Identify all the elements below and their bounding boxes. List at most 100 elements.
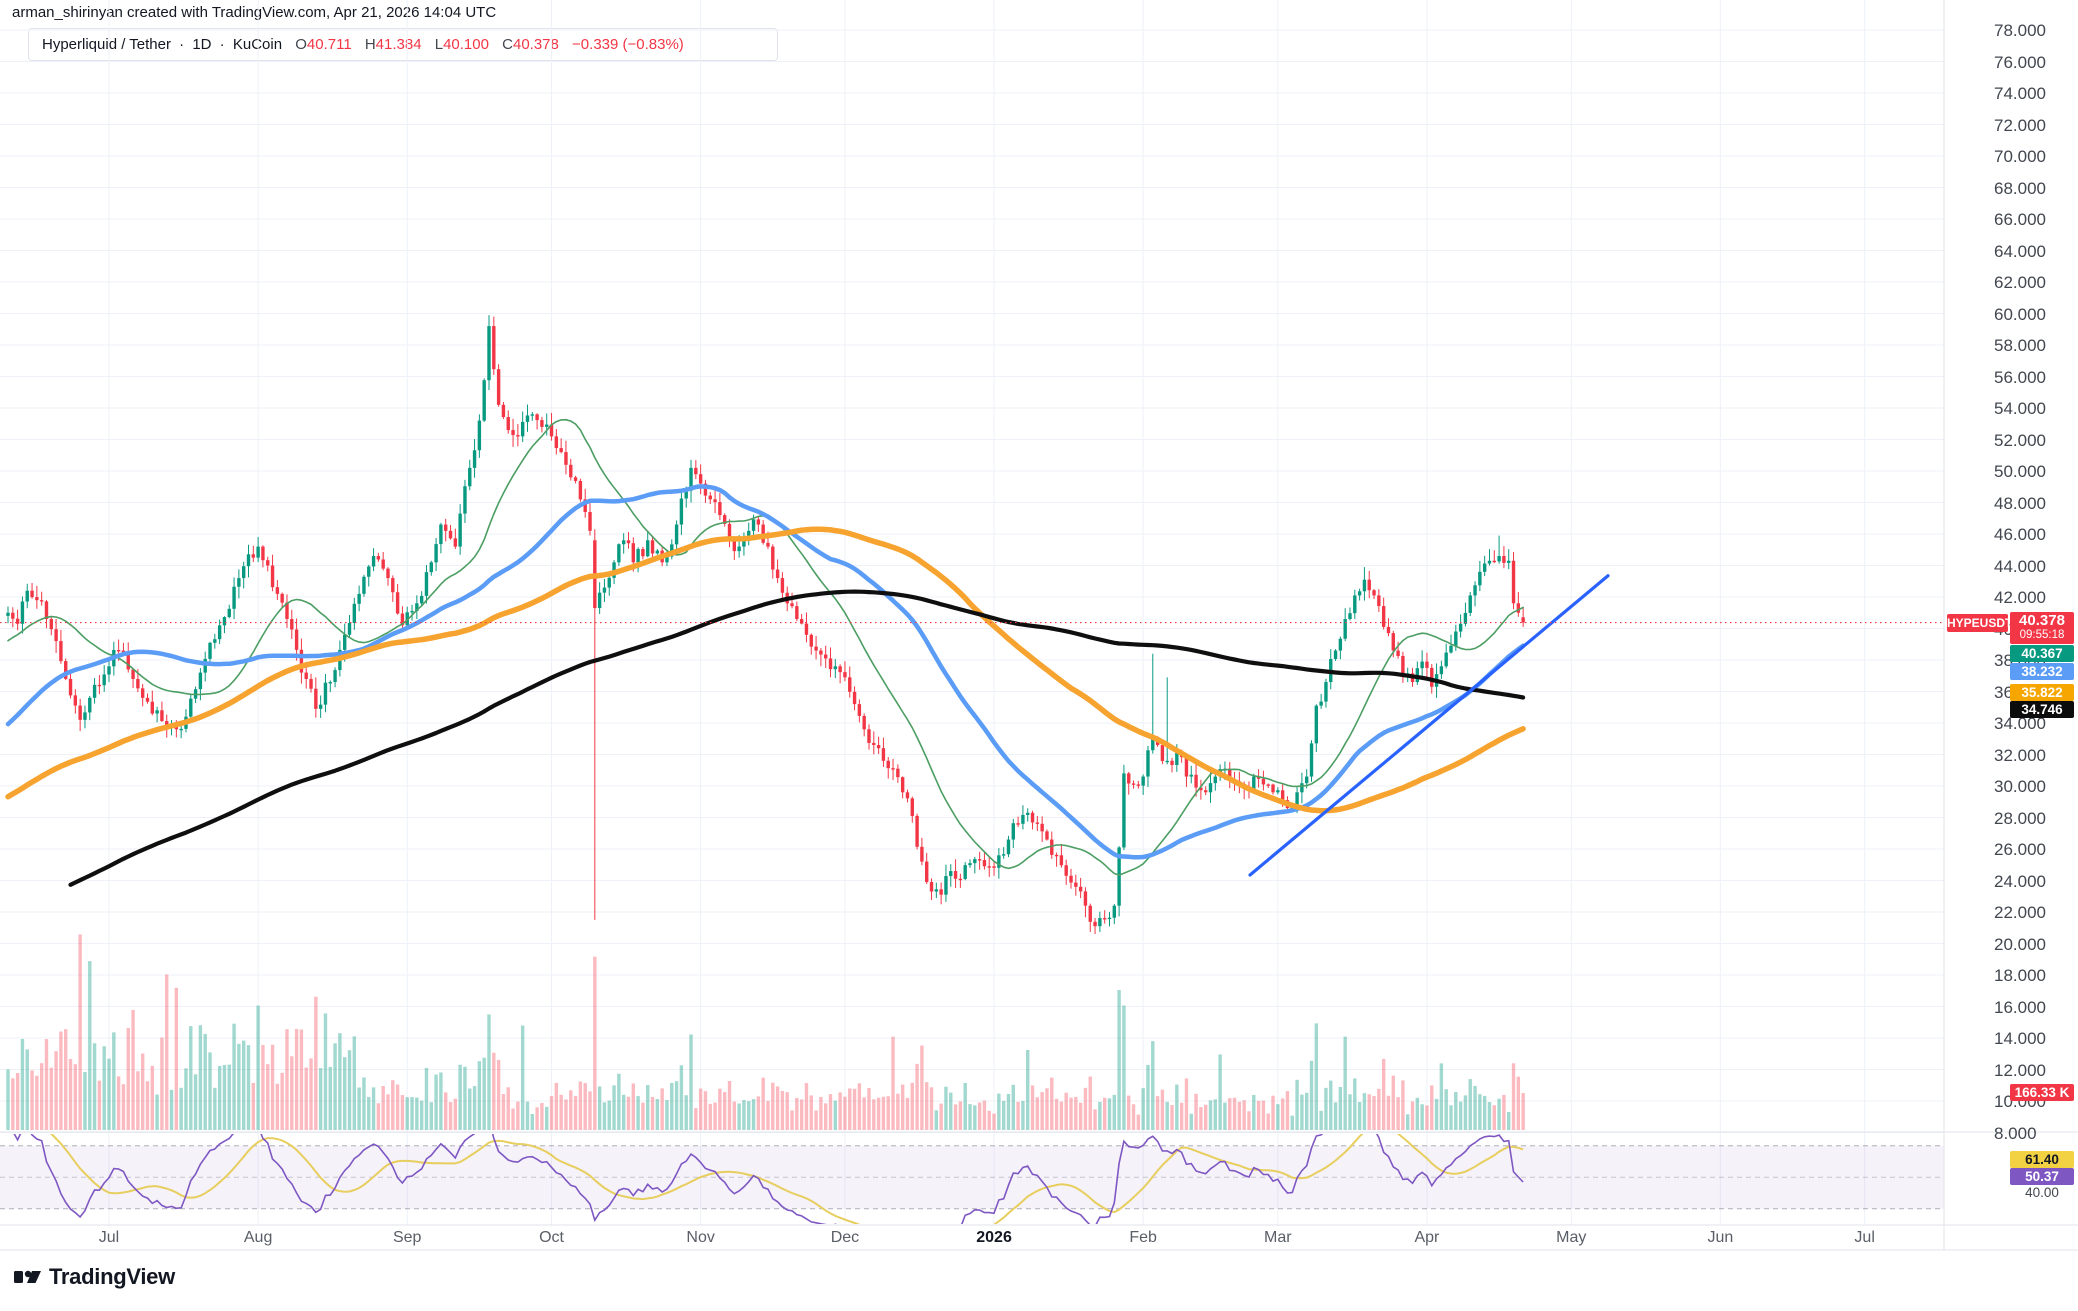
candle-body	[1228, 768, 1232, 781]
volume-bar	[1507, 1112, 1511, 1130]
candle-body	[25, 590, 29, 602]
ma-line-sma200	[68, 589, 1526, 887]
candle-body	[1160, 745, 1165, 762]
candle-body	[1170, 760, 1174, 765]
volume-bar	[674, 1081, 679, 1130]
volume-bar	[1319, 1110, 1323, 1130]
candle-body	[1001, 854, 1006, 856]
volume-bar	[246, 1045, 251, 1130]
volume-bar	[992, 1113, 996, 1130]
volume-bar	[862, 1097, 866, 1130]
volume-bar	[718, 1088, 722, 1130]
volume-bar	[237, 1043, 241, 1130]
volume-bar	[1127, 1095, 1131, 1130]
tradingview-logo[interactable]: TradingView	[14, 1264, 175, 1290]
volume-bar	[1001, 1100, 1006, 1130]
price-tick-label: 12.000	[1994, 1060, 2046, 1080]
candle-body	[97, 684, 102, 687]
last-price-value: 40.378	[2019, 612, 2065, 629]
candle-body	[833, 666, 838, 670]
volume-bar	[1516, 1076, 1521, 1130]
candle-body	[780, 578, 785, 593]
candle-body	[1430, 667, 1434, 687]
volume-bar	[968, 1104, 972, 1130]
candle-body	[867, 729, 871, 743]
volume-bar	[1237, 1101, 1242, 1130]
candle-body	[15, 618, 20, 624]
volume-bar	[949, 1092, 953, 1130]
candle-body	[1069, 875, 1073, 883]
trend-line[interactable]	[1248, 574, 1610, 877]
volume-bar	[102, 1046, 106, 1130]
volume-bar	[165, 974, 169, 1130]
volume-bar	[1170, 1104, 1174, 1130]
volume-bar	[929, 1087, 934, 1130]
volume-bar	[328, 1066, 332, 1130]
candle-body	[419, 595, 424, 604]
volume-bar	[891, 1036, 895, 1130]
candle-body	[424, 572, 429, 596]
candle-body	[477, 420, 482, 451]
candle-body	[655, 550, 660, 554]
volume-bar	[121, 1084, 126, 1130]
candle-body	[1021, 814, 1025, 824]
candle-body	[732, 540, 737, 552]
volume-bar	[1266, 1113, 1270, 1130]
volume-bar	[1035, 1097, 1040, 1130]
volume-bar	[1151, 1041, 1155, 1130]
candle-body	[1203, 790, 1208, 793]
candle-body	[439, 524, 443, 545]
volume-bar	[1078, 1102, 1083, 1130]
price-tick-label: 68.000	[1994, 178, 2046, 198]
rsi-value-label: 50.37	[2010, 1168, 2074, 1185]
credit-line: arman_shirinyan created with TradingView…	[12, 4, 497, 21]
symbol-name[interactable]: Hyperliquid / Tether	[42, 36, 171, 53]
volume-bar	[977, 1102, 982, 1130]
volume-bar	[713, 1102, 717, 1130]
volume-bar	[597, 1086, 602, 1130]
candle-body	[323, 682, 328, 705]
borders	[0, 0, 2078, 1251]
candle-body	[621, 540, 626, 545]
price-tick-label: 26.000	[1994, 840, 2046, 859]
volume-bar	[1107, 1098, 1112, 1130]
candle-body	[126, 654, 130, 670]
candle-body	[1367, 579, 1371, 591]
volume-bar	[953, 1104, 958, 1130]
volume-bar	[1261, 1100, 1266, 1130]
price-tick-label: 24.000	[1994, 871, 2046, 891]
volume-bar	[1372, 1096, 1376, 1130]
volume-bar	[1333, 1102, 1338, 1130]
volume-bar	[1141, 1088, 1145, 1130]
volume-bar	[511, 1108, 515, 1130]
ma50-price-label: 38.232	[2010, 663, 2074, 680]
volume-bar	[655, 1099, 660, 1130]
volume-bar	[732, 1101, 737, 1130]
candle-body	[381, 559, 385, 569]
candle-body	[607, 577, 611, 588]
candle-body	[78, 705, 82, 720]
volume-bar	[708, 1103, 712, 1130]
legend-box[interactable]	[28, 28, 778, 61]
volume-bar	[1290, 1115, 1294, 1130]
interval[interactable]: 1D	[192, 36, 212, 53]
last-price-label: 40.378 09:55:18	[2010, 612, 2074, 644]
volume-bar	[915, 1063, 919, 1130]
volume-bar	[251, 1082, 256, 1130]
volume-bar	[213, 1087, 217, 1130]
volume-bar	[381, 1086, 385, 1130]
candle-body	[1439, 666, 1444, 675]
candle-body	[756, 519, 761, 525]
volume-bar	[1391, 1075, 1395, 1130]
candle-body	[1074, 882, 1078, 887]
volume-bar	[285, 1029, 289, 1130]
candle-body	[39, 600, 44, 602]
candle-body	[376, 556, 381, 560]
candle-body	[1516, 603, 1521, 613]
volume-bar	[184, 1068, 188, 1130]
symbol-legend[interactable]: Hyperliquid / Tether · 1D · KuCoin O40.7…	[42, 36, 684, 53]
volume-bar	[30, 1070, 34, 1130]
volume-bar	[39, 1063, 44, 1130]
candle-body	[1184, 757, 1189, 777]
